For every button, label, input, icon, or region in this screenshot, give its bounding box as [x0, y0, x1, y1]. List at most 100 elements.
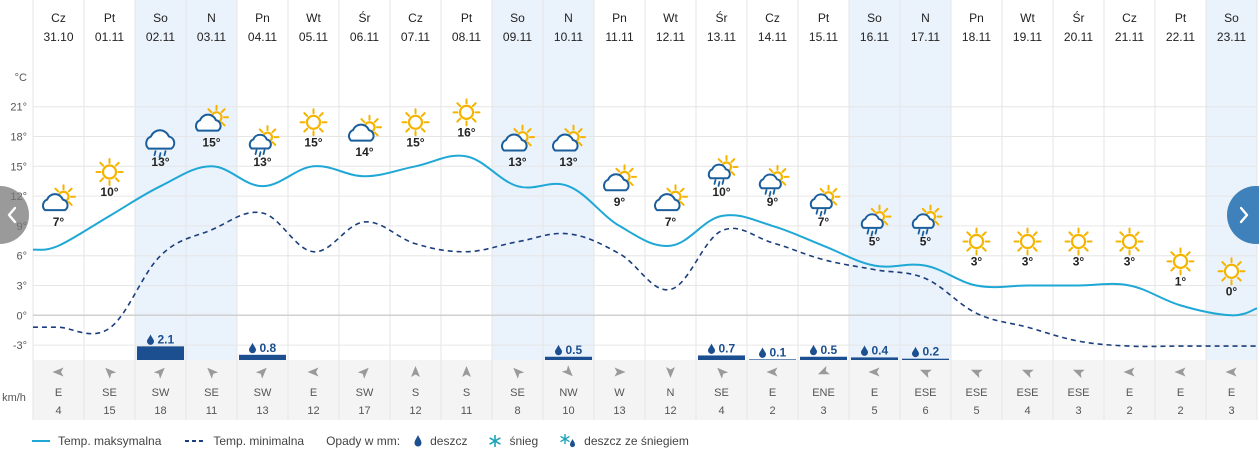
wind-speed: 5	[871, 405, 877, 417]
sun-ray	[981, 231, 987, 237]
wind-speed: 15	[103, 405, 115, 417]
sun-ray	[679, 201, 685, 206]
raindrop-icon	[912, 346, 919, 358]
day-date: 02.11	[146, 30, 175, 44]
sun-glyph	[95, 157, 124, 186]
sun-ray	[781, 168, 787, 173]
wind-unit-label: km/h	[2, 392, 26, 404]
wind-direction: SE	[714, 387, 729, 399]
wind-arrow-shape	[357, 367, 369, 379]
wind-direction: SE	[102, 387, 117, 399]
sun-icon	[1166, 247, 1195, 276]
tmax-label: 7°	[665, 215, 677, 229]
sun-disc	[968, 233, 985, 250]
sun-ray	[405, 127, 411, 133]
sun-ray	[1032, 246, 1038, 252]
sun-icon	[1013, 227, 1042, 256]
wind-arrow-icon	[1174, 367, 1186, 377]
day-of-week: Śr	[359, 10, 371, 25]
cloud-glyph	[348, 123, 375, 142]
tmax-label: 7°	[53, 215, 65, 229]
wind-arrow-icon	[462, 366, 471, 377]
wind-speed: 8	[514, 405, 520, 417]
prev-period-button[interactable]	[0, 186, 29, 244]
day-date: 01.11	[95, 30, 124, 44]
legend-rain: deszcz	[414, 434, 467, 448]
wind-arrow-shape	[411, 366, 420, 377]
wind-arrow-icon	[105, 367, 117, 379]
sun-disc	[458, 104, 475, 120]
wind-arrow-icon	[1021, 369, 1034, 379]
next-period-button[interactable]	[1227, 186, 1259, 244]
sun-ray	[471, 102, 477, 108]
cloud-glyph	[654, 193, 681, 212]
sun-ray	[207, 108, 213, 113]
day-of-week: N	[564, 11, 573, 25]
sun-cloud-icon	[603, 164, 637, 192]
wind-direction: S	[412, 387, 419, 399]
precip-label: 0.5	[821, 343, 838, 357]
sun-ray	[1083, 246, 1089, 252]
y-tick-label: 6°	[16, 251, 27, 263]
wind-direction: E	[871, 387, 878, 399]
rain-drop	[823, 208, 827, 215]
sun-icon	[1217, 257, 1246, 286]
sun-cloud-icon	[552, 124, 586, 152]
sun-cloud-icon	[501, 124, 535, 152]
sun-icon	[299, 108, 328, 137]
rain-drop	[153, 150, 157, 157]
sun-ray	[628, 167, 634, 173]
sun-ray	[832, 187, 838, 193]
sun-ray	[870, 207, 876, 213]
day-date: 12.11	[656, 30, 685, 44]
day-date: 15.11	[809, 30, 838, 44]
legend-tmax-label: Temp. maksymalna	[58, 434, 162, 448]
wind-speed: 2	[769, 405, 775, 417]
wind-arrow-shape	[105, 367, 117, 379]
sun-cloud-icon	[348, 114, 382, 142]
y-unit-label: °C	[15, 72, 27, 84]
wind-speed: 11	[206, 405, 217, 417]
sun-cloud-rain-icon	[809, 184, 841, 217]
wind-arrow-shape	[868, 367, 880, 377]
sun-ray	[564, 128, 570, 133]
cloud-glyph	[911, 213, 935, 229]
sun-ray	[1236, 261, 1242, 266]
wind-arrow-icon	[1072, 369, 1085, 379]
wind-speed: 2	[1126, 405, 1132, 417]
day-of-week: Pt	[1175, 11, 1187, 25]
sun-ray	[114, 177, 120, 183]
sun-ray	[966, 231, 972, 237]
tmax-label: 14°	[355, 145, 373, 159]
rain-drop	[258, 151, 262, 158]
wind-arrow-shape	[153, 367, 165, 379]
day-date: 04.11	[248, 30, 277, 44]
sun-glyph	[962, 227, 991, 256]
day-date: 08.11	[452, 30, 481, 44]
cloud-rain-icon	[145, 129, 176, 159]
sun-ray	[405, 112, 411, 117]
rain-drop	[874, 228, 878, 235]
wind-arrow-shape	[561, 365, 573, 377]
legend-tmin-line	[185, 440, 206, 442]
tmax-label: 13°	[151, 155, 169, 169]
tmax-label: 15°	[202, 135, 220, 149]
tmax-label: 13°	[508, 155, 526, 169]
sun-ray	[54, 187, 60, 193]
y-tick-label: -3°	[13, 340, 27, 352]
wind-speed: 4	[718, 405, 724, 417]
sun-ray	[577, 141, 583, 147]
wind-arrow-shape	[1123, 367, 1135, 377]
wind-arrow-icon	[52, 367, 64, 377]
legend-sleet-label: deszcz ze śniegiem	[584, 434, 689, 448]
sun-glyph	[1115, 227, 1144, 256]
day-date: 19.11	[1013, 30, 1042, 44]
wind-direction: SE	[510, 387, 525, 399]
y-tick-label: 3°	[16, 281, 27, 293]
precip-label: 0.4	[872, 343, 889, 357]
sun-ray	[781, 180, 787, 186]
wind-direction: E	[55, 387, 62, 399]
day-date: 14.11	[758, 30, 787, 44]
cloud-glyph	[195, 113, 222, 132]
wind-arrow-icon	[307, 367, 319, 377]
